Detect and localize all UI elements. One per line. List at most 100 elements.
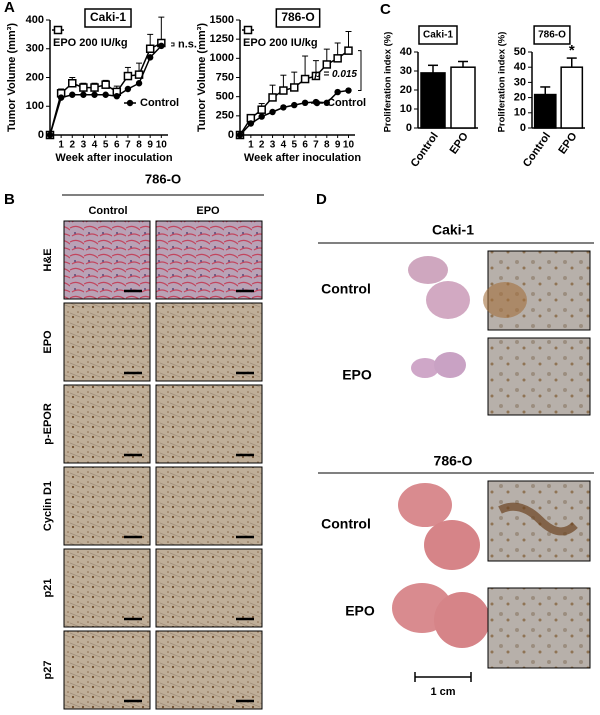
row-label: Control	[321, 281, 371, 297]
point	[301, 99, 309, 107]
point	[46, 131, 54, 139]
annotation: *	[569, 42, 575, 59]
group-label: Caki-1	[432, 222, 474, 238]
bar	[533, 93, 557, 129]
y-tick-label: 30	[514, 76, 526, 88]
title-box	[533, 25, 571, 45]
point	[300, 74, 310, 84]
point	[236, 131, 244, 139]
panel-b-title: 786-O	[145, 171, 181, 186]
x-tick-label: Control	[409, 131, 441, 170]
y-axis-label: Proliferation index (%)	[497, 32, 508, 133]
point	[68, 79, 77, 88]
tissue	[434, 592, 490, 648]
title-box	[275, 8, 321, 28]
x-tick-label: 5	[103, 140, 109, 151]
y-tick-label: 300	[26, 43, 44, 55]
point	[102, 91, 109, 98]
y-tick-label: 200	[26, 71, 44, 83]
micrograph	[487, 337, 591, 416]
micrograph	[63, 548, 151, 628]
x-axis-label: Week after inoculation	[55, 152, 172, 164]
x-tick-label: 8	[136, 140, 142, 151]
point	[113, 92, 120, 100]
y-tick-label: 20	[514, 92, 526, 104]
micrograph	[155, 466, 263, 546]
x-tick-label: 4	[281, 140, 287, 151]
group-label: 786-O	[434, 453, 473, 469]
point	[69, 91, 76, 98]
y-tick-label: 1250	[210, 33, 234, 45]
point	[268, 93, 277, 102]
column-label: Control	[88, 205, 127, 217]
x-tick-label: EPO	[448, 130, 471, 156]
y-tick-label: 0	[228, 129, 234, 141]
x-tick-label: 7	[125, 140, 131, 151]
bar	[420, 72, 446, 129]
x-tick-label: 3	[81, 140, 87, 151]
x-tick-label: 4	[92, 140, 98, 151]
y-tick-label: 400	[26, 14, 44, 26]
y-axis-label: Tumor Volume (mm³)	[6, 23, 18, 132]
tissue	[424, 520, 480, 570]
x-tick-label: 10	[343, 140, 355, 151]
point	[145, 44, 155, 53]
micrograph	[63, 220, 151, 300]
x-tick-label: 10	[156, 140, 168, 151]
point	[124, 85, 132, 93]
x-tick-label: 9	[335, 140, 341, 151]
bracket	[171, 42, 175, 47]
point	[280, 104, 287, 111]
y-tick-label: 500	[216, 91, 234, 103]
series-line	[49, 45, 162, 136]
point	[289, 83, 299, 92]
point	[311, 71, 321, 81]
y-tick-label: 30	[400, 65, 412, 77]
x-tick-label: 1	[248, 140, 254, 151]
y-tick-label: 40	[514, 61, 526, 73]
point	[269, 108, 276, 116]
x-tick-label: 2	[259, 140, 265, 151]
y-tick-label: 40	[400, 46, 412, 58]
x-axis-label: Week after inoculation	[244, 152, 361, 164]
legend-marker	[126, 99, 134, 107]
micrograph	[155, 630, 263, 710]
x-tick-label: 8	[324, 140, 330, 151]
y-tick-label: 0	[520, 122, 526, 134]
bracket	[358, 50, 362, 92]
row-label: p21	[42, 579, 54, 598]
x-tick-label: 2	[69, 140, 75, 151]
x-tick-label: 1	[58, 140, 64, 151]
chart-title: 786-O	[281, 10, 314, 24]
row-label: Control	[321, 516, 371, 532]
x-tick-label: 9	[147, 140, 153, 151]
tissue	[411, 358, 439, 378]
legend-marker	[313, 99, 321, 107]
panel-label: A	[4, 0, 15, 16]
micrograph	[155, 220, 263, 300]
y-axis-label: Tumor Volume (mm³)	[196, 23, 208, 132]
legend-label: EPO 200 IU/kg	[53, 37, 128, 49]
panel-label: C	[380, 1, 391, 18]
tissue	[426, 281, 470, 319]
scale-label: 1 cm	[430, 686, 455, 698]
chart-title: 786-O	[538, 30, 566, 41]
micrograph	[155, 302, 263, 382]
point	[247, 120, 255, 127]
column-label: EPO	[196, 205, 220, 217]
micrograph	[155, 548, 263, 628]
micrograph	[63, 630, 151, 710]
point	[80, 91, 87, 98]
legend-marker	[243, 25, 253, 35]
point	[333, 54, 342, 63]
legend-label: Control	[140, 97, 179, 109]
point	[135, 80, 143, 87]
y-axis-label: Proliferation index (%)	[383, 32, 394, 133]
y-tick-label: 1500	[210, 14, 234, 26]
y-tick-label: 100	[26, 100, 44, 112]
y-tick-label: 50	[514, 46, 526, 58]
title-box	[84, 8, 132, 28]
y-tick-label: 10	[514, 107, 526, 119]
y-tick-label: 0	[38, 129, 44, 141]
y-tick-label: 750	[216, 71, 234, 83]
